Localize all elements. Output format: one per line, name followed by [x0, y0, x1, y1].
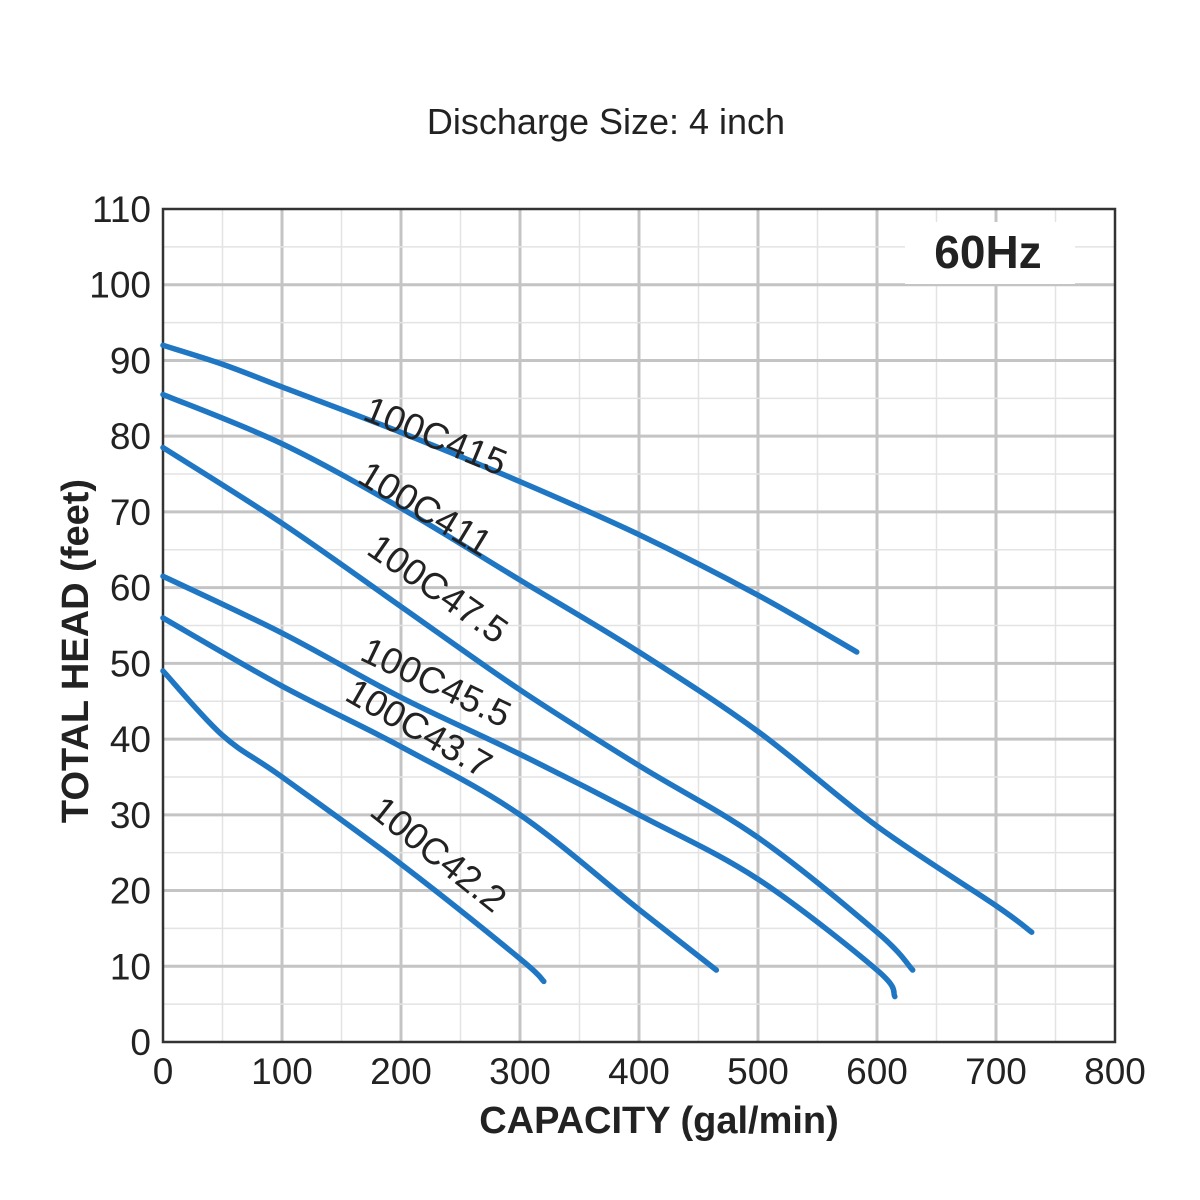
chart-title: Discharge Size: 4 inch	[427, 101, 785, 142]
x-tick-label: 100	[251, 1051, 313, 1092]
y-tick-label: 70	[110, 492, 151, 533]
frequency-badge-group: 60Hz	[905, 222, 1075, 284]
y-tick-labels: 0 10 20 30 40 50 60 70 80 90 100 110	[89, 189, 151, 1063]
series-line-100c411	[160, 391, 1035, 935]
grid	[163, 209, 1115, 1042]
series-curves	[160, 342, 1035, 1000]
series-line-100c415	[160, 342, 860, 655]
x-tick-label: 0	[153, 1051, 174, 1092]
y-tick-label: 20	[110, 871, 151, 912]
x-tick-label: 400	[608, 1051, 670, 1092]
y-tick-label: 80	[110, 416, 151, 457]
x-tick-label: 700	[965, 1051, 1027, 1092]
x-tick-label: 300	[489, 1051, 551, 1092]
y-tick-label: 40	[110, 719, 151, 760]
x-axis-label: CAPACITY (gal/min)	[479, 1100, 839, 1142]
series-line-100c47-5	[160, 444, 916, 973]
y-tick-label: 0	[130, 1022, 151, 1063]
y-tick-label: 100	[89, 265, 151, 306]
y-tick-label: 50	[110, 643, 151, 684]
x-tick-label: 500	[727, 1051, 789, 1092]
y-axis-label: TOTAL HEAD (feet)	[55, 479, 97, 823]
y-tick-label: 90	[110, 340, 151, 381]
y-tick-label: 110	[92, 189, 151, 230]
y-tick-label: 10	[110, 946, 151, 987]
y-tick-label: 60	[110, 568, 151, 609]
frequency-badge-background	[905, 222, 1075, 284]
x-tick-labels: 0 100 200 300 400 500 600 700 800	[153, 1051, 1146, 1092]
x-tick-label: 800	[1084, 1051, 1146, 1092]
y-tick-label: 30	[110, 795, 151, 836]
x-tick-label: 600	[846, 1051, 908, 1092]
series-line-100c43-7	[160, 615, 720, 973]
frequency-badge: 60Hz	[934, 226, 1041, 278]
series-line-100c45-5	[160, 573, 898, 1000]
x-tick-label: 200	[370, 1051, 432, 1092]
plot-frame	[161, 207, 1117, 1044]
series-line-100c42-2	[160, 668, 547, 985]
